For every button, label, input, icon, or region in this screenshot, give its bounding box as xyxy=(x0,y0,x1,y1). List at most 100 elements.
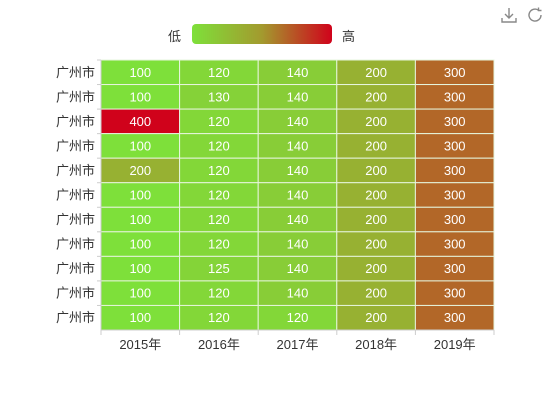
legend-low-label: 低 xyxy=(168,29,182,44)
cell-value-label: 140 xyxy=(287,163,309,178)
heatmap-cell[interactable] xyxy=(414,182,495,208)
cell-value-label: 400 xyxy=(129,114,151,129)
cell-value-label: 120 xyxy=(208,286,230,301)
heatmap-cell[interactable] xyxy=(414,231,495,257)
cell-value-label: 300 xyxy=(444,261,466,276)
cell-value-label: 140 xyxy=(287,138,309,153)
cell-value-label: 300 xyxy=(444,188,466,203)
y-axis-label: 广州市 xyxy=(56,163,95,178)
cell-value-label: 120 xyxy=(208,237,230,252)
x-axis-label: 2016年 xyxy=(198,337,240,352)
cell-value-label: 100 xyxy=(129,138,151,153)
x-axis-label: 2018年 xyxy=(355,337,397,352)
cell-value-label: 200 xyxy=(365,286,387,301)
cell-value-label: 200 xyxy=(365,65,387,80)
x-axis-label: 2017年 xyxy=(277,337,319,352)
heatmap-cell[interactable] xyxy=(257,157,338,184)
heatmap-cell[interactable] xyxy=(257,280,338,306)
heatmap-cell[interactable] xyxy=(179,255,259,282)
heatmap-cell[interactable] xyxy=(336,133,416,159)
cell-value-label: 300 xyxy=(444,286,466,301)
heatmap-cell[interactable] xyxy=(100,304,181,331)
cell-value-label: 300 xyxy=(444,212,466,227)
cell-value-label: 100 xyxy=(129,65,151,80)
cell-value-label: 200 xyxy=(365,310,387,325)
cell-value-label: 140 xyxy=(287,237,309,252)
cell-value-label: 130 xyxy=(208,89,230,104)
heatmap-cell[interactable] xyxy=(179,157,259,184)
cell-value-label: 140 xyxy=(287,286,309,301)
cell-value-label: 300 xyxy=(444,138,466,153)
cell-value-label: 140 xyxy=(287,212,309,227)
heatmap-cell[interactable] xyxy=(257,133,338,159)
y-axis-label: 广州市 xyxy=(56,89,95,104)
cell-value-label: 120 xyxy=(208,138,230,153)
heatmap-cell[interactable] xyxy=(257,304,338,331)
heatmap-cell[interactable] xyxy=(336,280,416,306)
heatmap-cell[interactable] xyxy=(179,231,259,257)
visual-map-gradient[interactable] xyxy=(192,24,332,44)
cell-value-label: 125 xyxy=(208,261,230,276)
cell-value-label: 140 xyxy=(287,188,309,203)
refresh-icon[interactable] xyxy=(526,6,544,24)
y-axis-label: 广州市 xyxy=(56,237,95,252)
cell-value-label: 120 xyxy=(208,188,230,203)
cell-value-label: 100 xyxy=(129,310,151,325)
cell-value-label: 200 xyxy=(129,163,151,178)
cell-value-label: 120 xyxy=(208,310,230,325)
heatmap-cell[interactable] xyxy=(336,108,416,135)
heatmap-cell[interactable] xyxy=(179,133,259,159)
cell-value-label: 200 xyxy=(365,188,387,203)
cell-value-label: 200 xyxy=(365,114,387,129)
cell-value-label: 140 xyxy=(287,65,309,80)
y-axis-label: 广州市 xyxy=(56,65,95,80)
cell-value-label: 200 xyxy=(365,163,387,178)
cell-value-label: 300 xyxy=(444,114,466,129)
heatmap-cell[interactable] xyxy=(336,304,416,331)
heatmap-cell[interactable] xyxy=(336,182,416,208)
y-axis-label: 广州市 xyxy=(56,114,95,129)
heatmap-cell[interactable] xyxy=(179,59,259,86)
heatmap-cell[interactable] xyxy=(414,280,495,306)
toolbox xyxy=(500,6,544,24)
heatmap-cell[interactable] xyxy=(414,133,495,159)
y-axis-label: 广州市 xyxy=(56,286,95,301)
y-axis-label: 广州市 xyxy=(56,188,95,203)
cell-value-label: 300 xyxy=(444,310,466,325)
cell-value-label: 100 xyxy=(129,188,151,203)
cell-value-label: 200 xyxy=(365,89,387,104)
heatmap-cell[interactable] xyxy=(414,84,495,110)
heatmap-cell[interactable] xyxy=(257,182,338,208)
cell-value-label: 120 xyxy=(208,212,230,227)
heatmap-cell[interactable] xyxy=(100,157,181,184)
download-icon[interactable] xyxy=(500,6,518,24)
cell-value-label: 300 xyxy=(444,65,466,80)
cell-value-label: 120 xyxy=(208,114,230,129)
heatmap-cell[interactable] xyxy=(414,304,495,331)
heatmap-cell[interactable] xyxy=(414,255,495,282)
cell-value-label: 100 xyxy=(129,261,151,276)
y-axis-label: 广州市 xyxy=(56,261,95,276)
cell-value-label: 120 xyxy=(208,163,230,178)
cell-value-label: 300 xyxy=(444,237,466,252)
heatmap-cell[interactable] xyxy=(179,108,259,135)
heatmap-cell[interactable] xyxy=(179,280,259,306)
cell-value-label: 100 xyxy=(129,89,151,104)
cell-value-label: 200 xyxy=(365,261,387,276)
cell-value-label: 300 xyxy=(444,163,466,178)
cell-value-label: 200 xyxy=(365,237,387,252)
heatmap-cell[interactable] xyxy=(100,206,181,233)
x-axis-label: 2019年 xyxy=(434,337,476,352)
heatmap-cell[interactable] xyxy=(257,84,338,110)
heatmap-cell[interactable] xyxy=(179,182,259,208)
y-axis-label: 广州市 xyxy=(56,212,95,227)
cell-value-label: 120 xyxy=(208,65,230,80)
x-axis-label: 2015年 xyxy=(119,337,161,352)
cell-value-label: 100 xyxy=(129,286,151,301)
heatmap-cell[interactable] xyxy=(100,231,181,257)
y-axis-label: 广州市 xyxy=(56,310,95,325)
heatmap-cell[interactable] xyxy=(100,280,181,306)
cell-value-label: 140 xyxy=(287,114,309,129)
cell-value-label: 200 xyxy=(365,138,387,153)
